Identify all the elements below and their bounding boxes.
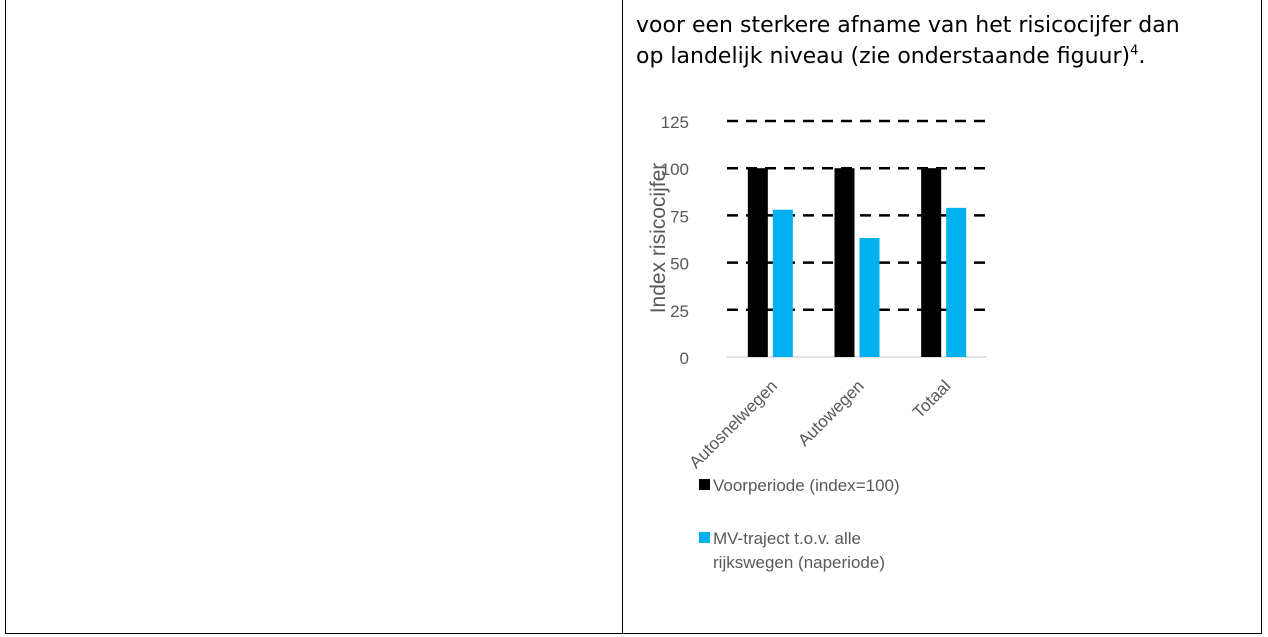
- y-tick-labels: 0 25 50 75 100 125: [661, 113, 689, 368]
- y-tick-label-100: 100: [661, 160, 689, 179]
- paragraph-line-2-text: op landelijk niveau (zie onderstaande fi…: [636, 44, 1131, 69]
- footnote-ref: 4: [1130, 43, 1139, 59]
- x-tick-label-autowegen: Autowegen: [794, 376, 868, 450]
- x-tick-label-totaal: Totaal: [909, 376, 955, 422]
- column-divider: [622, 0, 623, 634]
- table-frame: [5, 0, 1262, 634]
- bar-totaal-series-2: [946, 207, 967, 357]
- y-tick-label-0: 0: [680, 349, 689, 368]
- legend: Voorperiode (index=100) MV-traject t.o.v.…: [699, 476, 900, 572]
- y-tick-label-125: 125: [661, 113, 689, 132]
- paragraph-line-1: voor een sterkere afname van het risicoc…: [636, 13, 1180, 38]
- x-tick-labels: Autosnelwegen Autowegen Totaal: [686, 376, 955, 472]
- bar-autowegen-series-1: [834, 168, 855, 357]
- y-tick-label-75: 75: [670, 207, 689, 226]
- paragraph-line-2-end: .: [1138, 44, 1146, 69]
- legend-label-1: Voorperiode (index=100): [713, 476, 900, 495]
- bar-totaal-series-1: [921, 168, 942, 357]
- legend-swatch-2: [699, 532, 710, 543]
- legend-swatch-1: [699, 479, 710, 490]
- y-tick-label-25: 25: [670, 302, 689, 321]
- legend-label-2: MV-traject t.o.v. alle: [713, 529, 861, 548]
- y-axis-label: Index risicocijfer: [647, 163, 670, 314]
- bar-autosnelwegen-series-1: [747, 168, 768, 357]
- gridlines: [727, 119, 987, 312]
- bar-autowegen-series-2: [859, 238, 880, 357]
- x-tick-label-autosnelwegen: Autosnelwegen: [686, 376, 782, 472]
- body-paragraph: voor een sterkere afname van het risicoc…: [636, 10, 1236, 72]
- paragraph-line-2: op landelijk niveau (zie onderstaande fi…: [636, 41, 1236, 72]
- legend-label-2-cont: rijkswegen (naperiode): [713, 553, 885, 572]
- bars: [747, 168, 967, 357]
- bar-autosnelwegen-series-2: [772, 209, 793, 357]
- y-tick-label-50: 50: [670, 255, 689, 274]
